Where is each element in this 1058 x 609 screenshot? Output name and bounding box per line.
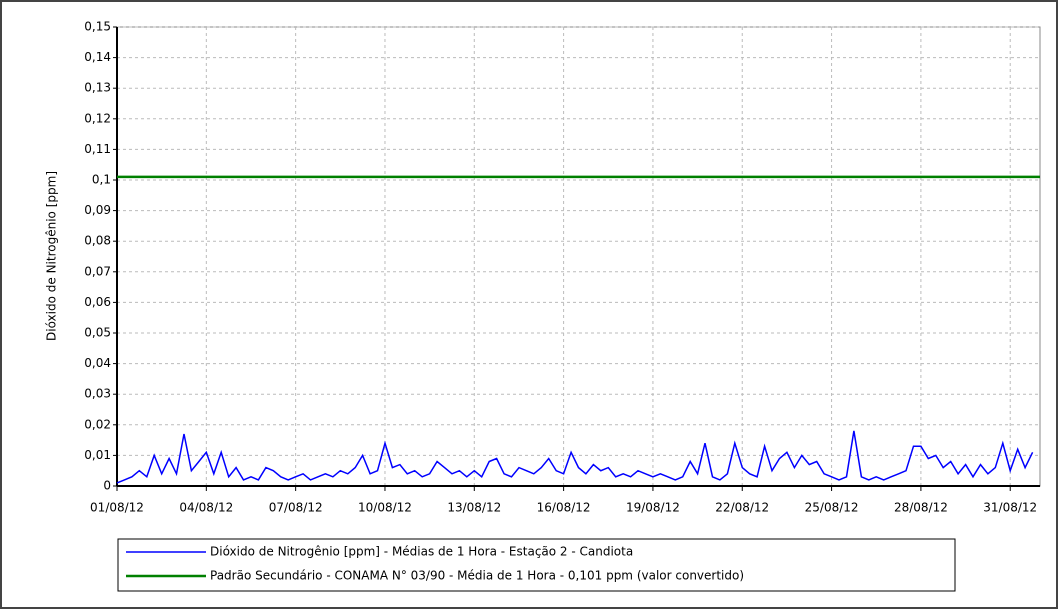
legend-label: Padrão Secundário - CONAMA N° 03/90 - Mé… [210,569,744,583]
legend [117,538,956,592]
y-tick-label: 0,13 [84,81,111,95]
x-tick-label: 04/08/12 [179,501,233,515]
y-tick-label: 0,01 [84,448,111,462]
y-tick-label: 0,07 [84,264,111,278]
y-tick-label: 0 [103,479,111,493]
y-tick-label: 0,03 [84,387,111,401]
x-tick-label: 28/08/12 [894,501,948,515]
y-tick-label: 0,11 [84,142,111,156]
x-tick-label: 07/08/12 [269,501,323,515]
y-tick-label: 0,05 [84,326,111,340]
y-tick-label: 0,04 [84,356,111,370]
data-line [116,430,1034,484]
x-tick-label: 13/08/12 [447,501,501,515]
x-tick-label: 19/08/12 [626,501,680,515]
x-tick-label: 16/08/12 [537,501,591,515]
y-tick-label: 0,08 [84,234,111,248]
x-tick-label: 22/08/12 [715,501,769,515]
y-tick-label: 0,12 [84,111,111,125]
y-axis-label: Dióxido de Nitrogênio [ppm] [45,171,59,341]
x-tick-label: 25/08/12 [805,501,859,515]
y-tick-label: 0,02 [84,417,111,431]
x-tick-label: 31/08/12 [983,501,1037,515]
plot-area [116,26,1041,487]
y-tick-label: 0,15 [84,20,111,34]
y-tick-label: 0,09 [84,203,111,217]
y-tick-label: 0,06 [84,295,111,309]
y-tick-label: 0,1 [92,173,111,187]
x-tick-label: 10/08/12 [358,501,412,515]
legend-label: Dióxido de Nitrogênio [ppm] - Médias de … [210,545,633,559]
x-tick-label: 01/08/12 [90,501,144,515]
y-tick-label: 0,14 [84,50,111,64]
